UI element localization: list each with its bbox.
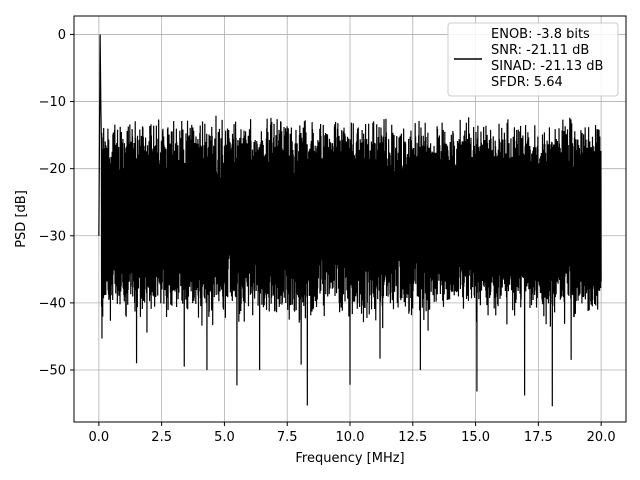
x-tick-label: 15.0 [461, 430, 490, 445]
legend-line: SNR: -21.11 dB [491, 43, 589, 58]
legend: ENOB: -3.8 bits SNR: -21.11 dB SINAD: -21.… [447, 22, 619, 97]
x-tick-label: 12.5 [398, 430, 427, 445]
y-axis-label: PSD [dB] [14, 190, 29, 248]
x-tick-label: 10.0 [336, 430, 365, 445]
y-tick-label: −20 [39, 162, 66, 177]
legend-entry: ENOB: -3.8 bits SNR: -21.11 dB SINAD: -21.… [491, 27, 603, 90]
legend-box [447, 22, 619, 97]
x-axis-ticks: 0.0 2.5 5.0 7.5 10.0 12.5 15.0 17.5 20.0 [89, 422, 616, 445]
y-tick-label: −30 [39, 229, 66, 244]
legend-line: ENOB: -3.8 bits [491, 27, 590, 42]
legend-line: SFDR: 5.64 [491, 75, 563, 90]
x-tick-label: 0.0 [89, 430, 110, 445]
x-tick-label: 5.0 [214, 430, 235, 445]
x-tick-label: 2.5 [151, 430, 172, 445]
x-axis-label: Frequency [MHz] [295, 451, 404, 466]
legend-line: SINAD: -21.13 dB [491, 59, 603, 74]
y-tick-label: −10 [39, 95, 66, 110]
y-tick-label: −50 [39, 363, 66, 378]
x-tick-label: 20.0 [587, 430, 616, 445]
x-tick-label: 17.5 [524, 430, 553, 445]
psd-series-line [98, 34, 602, 407]
y-tick-label: 0 [58, 28, 66, 43]
x-tick-label: 7.5 [277, 430, 298, 445]
y-axis-ticks: 0 −10 −20 −30 −40 −50 [39, 28, 74, 378]
plot-area [98, 34, 602, 407]
y-tick-label: −40 [39, 296, 66, 311]
